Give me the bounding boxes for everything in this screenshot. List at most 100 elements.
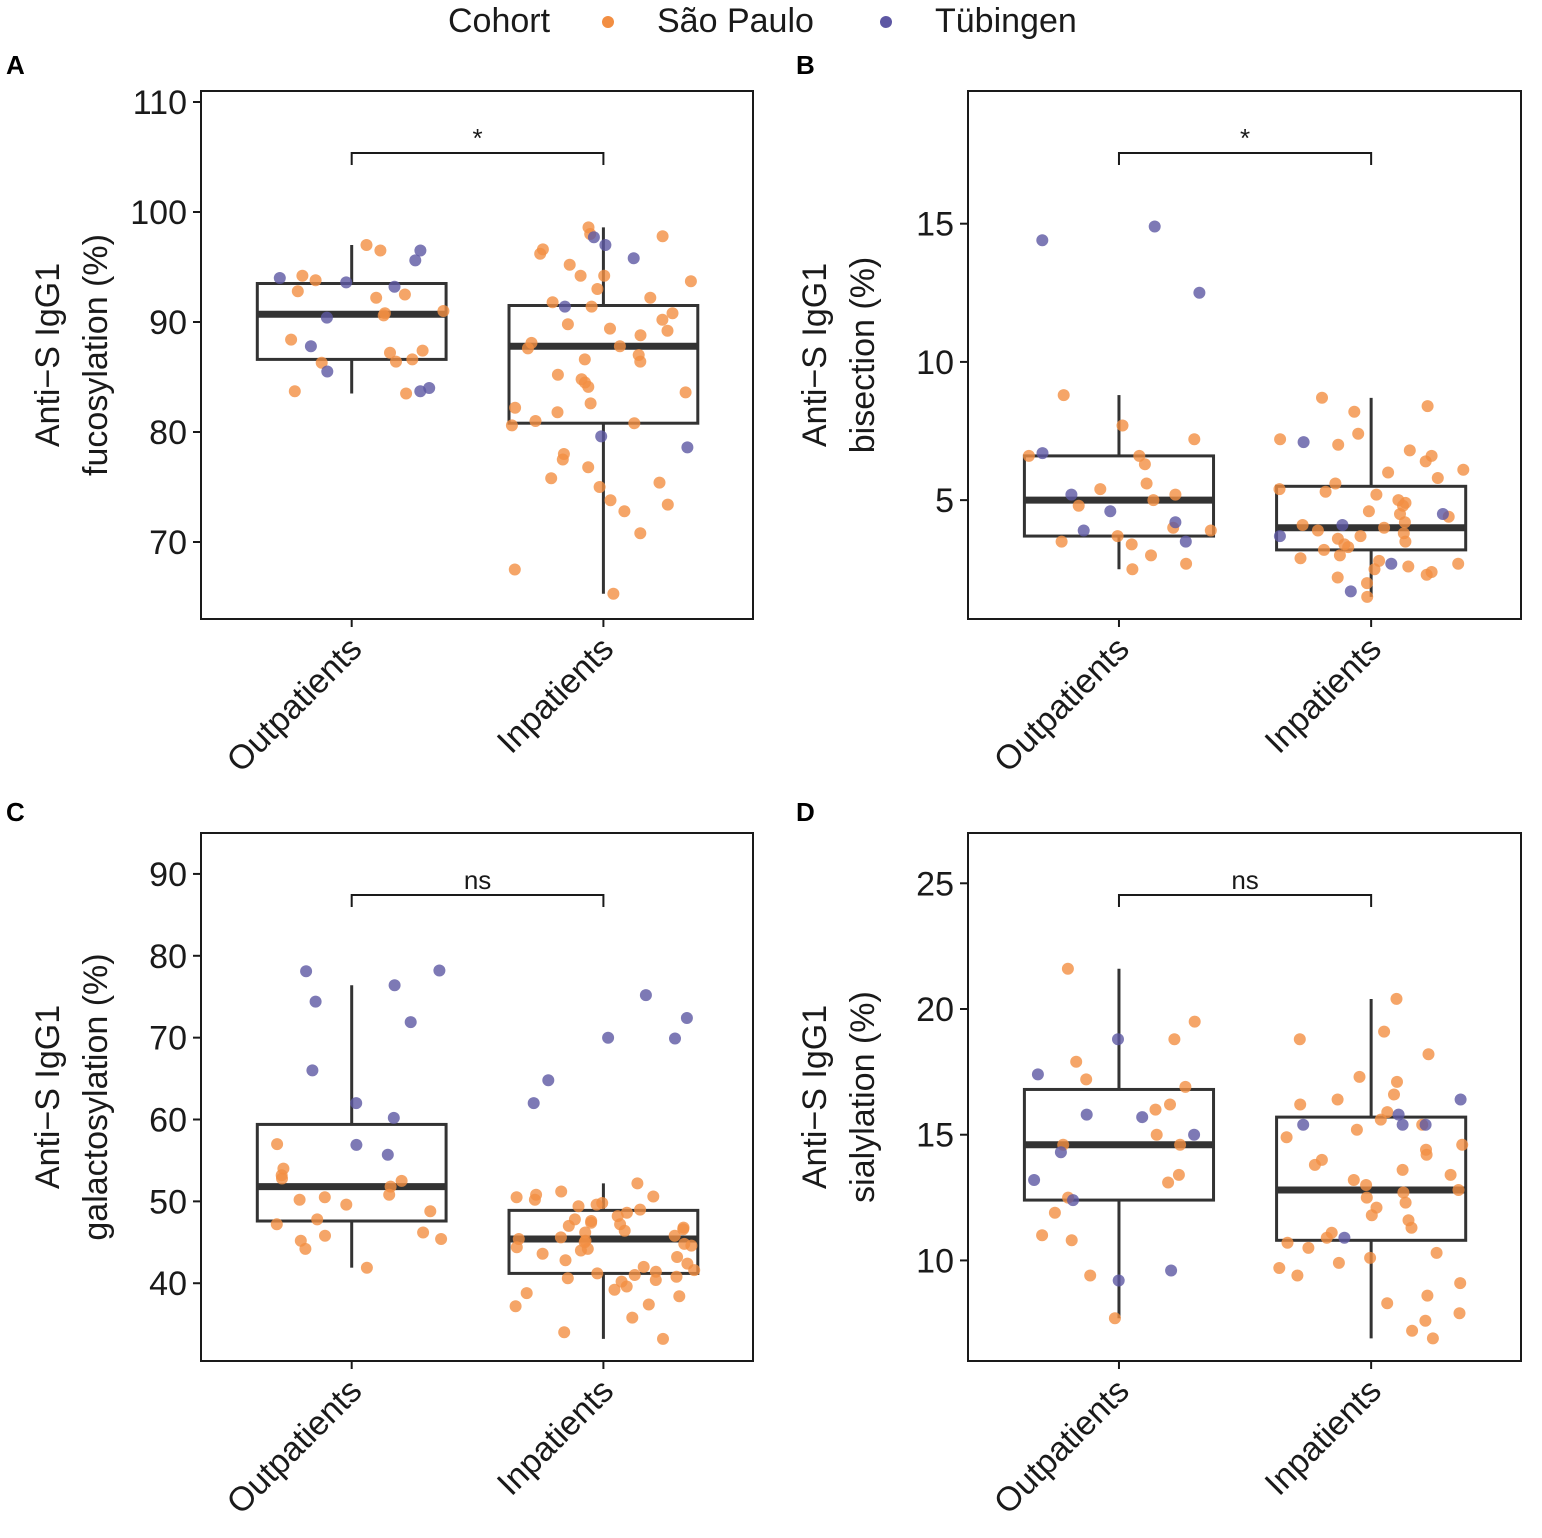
point-sao-paulo xyxy=(395,1174,408,1187)
point-sao-paulo xyxy=(1172,1168,1185,1181)
y-tick-label: 25 xyxy=(916,865,954,903)
point-sao-paulo xyxy=(1179,1080,1192,1093)
point-tubingen xyxy=(1031,1068,1044,1081)
point-tubingen xyxy=(1436,508,1449,520)
point-sao-paulo xyxy=(1350,1123,1363,1136)
point-tubingen xyxy=(1392,1108,1405,1121)
point-sao-paulo xyxy=(1293,1033,1306,1046)
point-sao-paulo xyxy=(1399,535,1412,548)
point-sao-paulo xyxy=(360,1261,373,1274)
point-sao-paulo xyxy=(608,1283,621,1296)
point-tubingen xyxy=(1077,524,1090,537)
point-sao-paulo xyxy=(1149,1103,1162,1116)
point-sao-paulo xyxy=(551,406,564,419)
point-sao-paulo xyxy=(383,1188,396,1201)
point-tubingen xyxy=(404,1016,417,1029)
point-tubingen xyxy=(1036,447,1049,460)
point-tubingen xyxy=(669,1032,681,1045)
point-sao-paulo xyxy=(562,1219,575,1232)
box-iqr xyxy=(1275,1115,1468,1242)
point-sao-paulo xyxy=(1094,483,1107,496)
point-tubingen xyxy=(1169,516,1182,529)
point-sao-paulo xyxy=(291,285,304,298)
point-sao-paulo xyxy=(406,353,419,366)
point-sao-paulo xyxy=(1421,1289,1434,1302)
point-sao-paulo xyxy=(628,1269,641,1281)
point-tubingen xyxy=(1112,1274,1125,1287)
point-sao-paulo xyxy=(656,313,669,326)
point-tubingen xyxy=(1336,519,1349,531)
point-sao-paulo xyxy=(1378,521,1391,534)
y-tick-label: 10 xyxy=(916,1242,954,1280)
y-axis-title-line1: Anti−S IgG1 xyxy=(29,1005,67,1189)
point-sao-paulo xyxy=(1108,1312,1121,1325)
point-sao-paulo xyxy=(1382,466,1395,479)
point-sao-paulo xyxy=(1420,1148,1433,1161)
point-sao-paulo xyxy=(661,498,674,511)
point-sao-paulo xyxy=(582,461,595,474)
point-sao-paulo xyxy=(1397,1186,1410,1199)
y-tick-label: 20 xyxy=(916,991,954,1029)
point-sao-paulo xyxy=(299,1242,312,1255)
point-sao-paulo xyxy=(1280,1131,1293,1144)
panel-letter-a: A xyxy=(6,50,25,80)
point-sao-paulo xyxy=(1457,463,1470,476)
point-sao-paulo xyxy=(1361,577,1373,590)
point-sao-paulo xyxy=(276,1172,288,1185)
point-sao-paulo xyxy=(598,269,611,282)
point-tubingen xyxy=(1028,1174,1041,1186)
point-tubingen xyxy=(1419,1118,1432,1131)
point-tubingen xyxy=(681,441,694,454)
point-sao-paulo xyxy=(1347,1174,1360,1186)
point-sao-paulo xyxy=(546,296,559,309)
panel-frame xyxy=(967,832,1522,1362)
point-tubingen xyxy=(1036,234,1049,247)
panel-frame xyxy=(967,90,1522,620)
y-tick-label: 5 xyxy=(935,482,954,520)
point-sao-paulo xyxy=(1065,1234,1078,1247)
point-sao-paulo xyxy=(1116,419,1129,432)
point-sao-paulo xyxy=(437,305,450,317)
point-sao-paulo xyxy=(634,329,647,342)
point-sao-paulo xyxy=(1180,557,1193,570)
point-sao-paulo xyxy=(1169,488,1182,501)
y-tick-label: 70 xyxy=(149,1020,187,1058)
y-tick-label: 100 xyxy=(130,194,187,232)
point-tubingen xyxy=(558,300,571,313)
point-tubingen xyxy=(680,1012,693,1024)
point-sao-paulo xyxy=(1353,1070,1366,1083)
point-sao-paulo xyxy=(271,1138,284,1151)
point-sao-paulo xyxy=(1302,1241,1315,1254)
point-sao-paulo xyxy=(1444,1168,1457,1181)
point-sao-paulo xyxy=(628,417,641,430)
y-tick-label: 70 xyxy=(149,524,187,562)
point-sao-paulo xyxy=(1331,1093,1344,1106)
point-sao-paulo xyxy=(1319,485,1332,498)
point-sao-paulo xyxy=(1431,472,1444,484)
y-tick-label: 110 xyxy=(133,84,187,122)
point-sao-paulo xyxy=(319,1229,331,1242)
y-tick-label: 10 xyxy=(916,344,954,382)
point-sao-paulo xyxy=(1360,1191,1373,1204)
significance-bracket xyxy=(350,894,605,907)
point-sao-paulo xyxy=(1391,1075,1403,1088)
point-sao-paulo xyxy=(590,1198,603,1211)
point-tubingen xyxy=(387,1111,400,1124)
point-sao-paulo xyxy=(585,300,598,313)
point-tubingen xyxy=(388,979,401,992)
point-sao-paulo xyxy=(551,368,564,381)
point-sao-paulo xyxy=(1057,389,1070,402)
point-sao-paulo xyxy=(634,1203,647,1216)
point-tubingen xyxy=(433,964,446,977)
point-tubingen xyxy=(1165,1264,1178,1277)
point-tubingen xyxy=(320,311,333,324)
point-tubingen xyxy=(1148,220,1161,233)
point-sao-paulo xyxy=(370,291,383,304)
box-iqr xyxy=(507,304,700,425)
point-sao-paulo xyxy=(677,1223,690,1236)
point-tubingen xyxy=(273,272,286,284)
point-sao-paulo xyxy=(1430,1246,1443,1259)
significance-bracket xyxy=(350,152,605,165)
point-sao-paulo xyxy=(670,1270,683,1283)
